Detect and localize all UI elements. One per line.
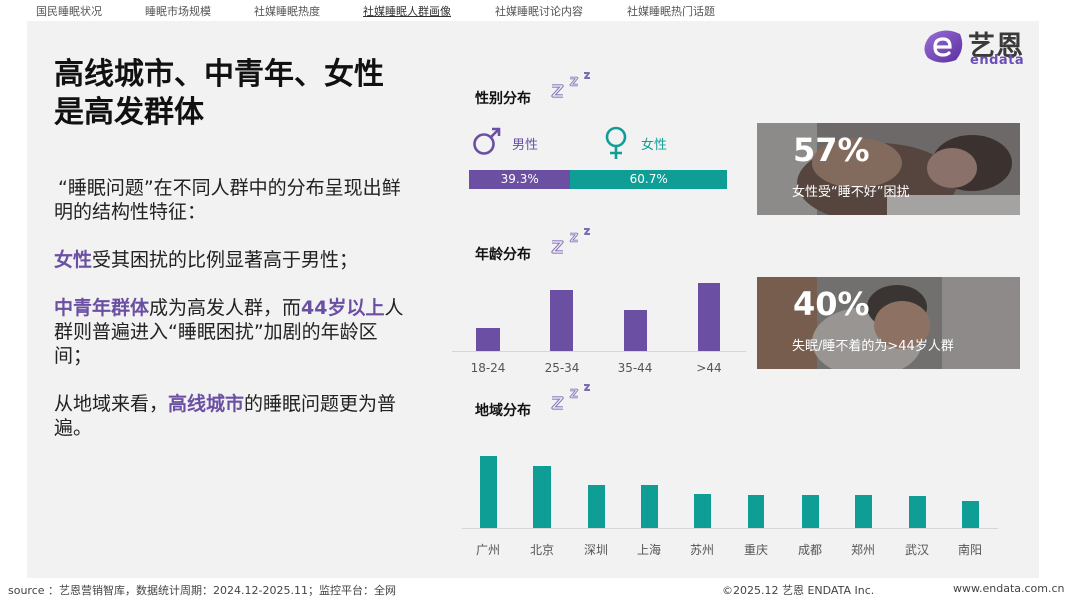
female-label: 女性 bbox=[641, 138, 668, 153]
region-bar-chongqing bbox=[748, 495, 764, 528]
age-bar-25-34 bbox=[550, 290, 573, 351]
region-bar-shanghai bbox=[641, 485, 658, 528]
region-label: 武汉 bbox=[904, 543, 929, 557]
region-bar-shenzhen bbox=[588, 485, 605, 528]
nav-item-social-persona[interactable]: 社媒睡眠人群画像 bbox=[363, 5, 451, 18]
age-label: 35-44 bbox=[617, 361, 653, 375]
page-title-line2: 是高发群体 bbox=[54, 95, 204, 130]
stat-card-age-value: 40% bbox=[793, 285, 870, 323]
summary-gender: 女性受其困扰的比例显著高于男性； bbox=[54, 249, 359, 271]
nav-item-national-sleep[interactable]: 国民睡眠状况 bbox=[36, 5, 102, 18]
summary-region: 从地域来看，高线城市的睡眠问题更为普遍。 bbox=[54, 393, 397, 439]
nav-item-social-topics[interactable]: 社媒睡眠热门话题 bbox=[627, 5, 715, 18]
region-axis-line bbox=[462, 528, 998, 529]
summary-text: “睡眠问题”在不同人群中的分布呈现出鲜明的结构性特征： 女性受其困扰的比例显著高… bbox=[54, 176, 404, 464]
source-note: source ：艺恩营销智库，数据统计周期：2024.12-2025.11；监控… bbox=[8, 584, 396, 597]
zzz-sleep-icon bbox=[550, 72, 592, 98]
region-bar-wuhan bbox=[909, 496, 926, 528]
nav-item-social-heat[interactable]: 社媒睡眠热度 bbox=[254, 5, 320, 18]
stat-card-age-caption: 失眠/睡不着的为>44岁人群 bbox=[792, 339, 954, 354]
page-title: 高线城市、中青年、女性 是高发群体 bbox=[54, 56, 384, 132]
stat-card-female-caption: 女性受“睡不好”困扰 bbox=[792, 185, 910, 200]
region-bar-chengdu bbox=[802, 495, 819, 528]
region-bar-zhengzhou bbox=[855, 495, 872, 528]
region-bar-nanyang bbox=[962, 501, 979, 528]
male-ratio-segment: 39.3% bbox=[469, 170, 571, 189]
page-title-line1: 高线城市、中青年、女性 bbox=[54, 57, 384, 92]
summary-intro: “睡眠问题”在不同人群中的分布呈现出鲜明的结构性特征： bbox=[54, 177, 401, 223]
logo-text-cn: 艺恩 bbox=[968, 31, 1024, 62]
age-bar-over-44 bbox=[698, 283, 720, 351]
sleeping-woman-photo bbox=[757, 123, 1020, 215]
stat-card-female: 57% 女性受“睡不好”困扰 bbox=[757, 123, 1020, 215]
region-label: 郑州 bbox=[850, 543, 875, 557]
gender-ratio-bar: 39.3% 60.7% bbox=[469, 170, 727, 189]
female-ratio-segment: 60.7% bbox=[570, 170, 727, 189]
stat-card-female-value: 57% bbox=[793, 131, 870, 169]
zzz-sleep-icon bbox=[550, 228, 592, 254]
copyright: ©2025.12 艺恩 ENDATA Inc. bbox=[722, 584, 875, 597]
age-label: 18-24 bbox=[470, 361, 506, 375]
region-label: 北京 bbox=[529, 543, 554, 557]
gender-section-title: 性别分布 bbox=[475, 91, 531, 107]
region-bar-guangzhou bbox=[480, 456, 497, 528]
region-label: 南阳 bbox=[957, 543, 982, 557]
summary-age: 中青年群体成为高发人群，而44岁以上人群则普遍进入“睡眠困扰”加剧的年龄区间； bbox=[54, 297, 404, 367]
region-label: 重庆 bbox=[743, 543, 768, 557]
logo-text-en: endata bbox=[970, 53, 1025, 68]
age-label: 25-34 bbox=[544, 361, 580, 375]
region-section-title: 地域分布 bbox=[475, 403, 531, 419]
region-label: 广州 bbox=[475, 543, 500, 557]
website-link[interactable]: www.endata.com.cn bbox=[953, 582, 1065, 595]
stat-card-age: 40% 失眠/睡不着的为>44岁人群 bbox=[757, 277, 1020, 369]
age-section-title: 年龄分布 bbox=[475, 247, 531, 263]
region-bar-beijing bbox=[533, 466, 551, 528]
region-label: 上海 bbox=[636, 543, 661, 557]
region-label: 深圳 bbox=[583, 543, 608, 557]
nav-item-sleep-market[interactable]: 睡眠市场规模 bbox=[145, 5, 211, 18]
female-symbol-icon bbox=[605, 126, 627, 159]
nav-item-social-content[interactable]: 社媒睡眠讨论内容 bbox=[495, 5, 583, 18]
top-nav: 国民睡眠状况 睡眠市场规模 社媒睡眠热度 社媒睡眠人群画像 社媒睡眠讨论内容 社… bbox=[0, 0, 1067, 20]
region-bar-suzhou bbox=[694, 494, 711, 528]
age-axis-line bbox=[452, 351, 746, 352]
endata-logo: 艺恩 endata bbox=[920, 24, 1040, 68]
male-label: 男性 bbox=[512, 138, 539, 153]
endata-logo-icon bbox=[924, 30, 963, 63]
age-label: >44 bbox=[696, 361, 722, 375]
zzz-sleep-icon bbox=[550, 384, 592, 410]
age-bar-18-24 bbox=[476, 328, 500, 351]
male-symbol-icon bbox=[473, 127, 501, 155]
region-label: 苏州 bbox=[689, 543, 714, 557]
sleeping-man-photo bbox=[757, 277, 1020, 369]
age-bar-35-44 bbox=[624, 310, 647, 351]
region-label: 成都 bbox=[797, 543, 822, 557]
